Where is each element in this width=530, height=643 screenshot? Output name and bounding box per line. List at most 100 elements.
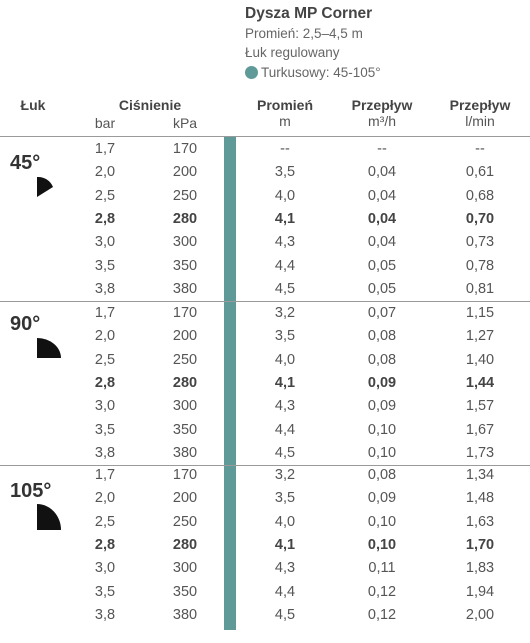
table-cell: 4,4 <box>274 583 296 600</box>
table-cell: 2,0 <box>94 490 116 507</box>
table-cell: 3,8 <box>94 606 116 623</box>
table-cell: 3,5 <box>94 421 116 438</box>
table-cell: 250 <box>172 513 198 530</box>
table-cell: 4,4 <box>274 421 296 438</box>
table-cell: 300 <box>172 234 198 251</box>
color-bar <box>224 137 236 630</box>
table-row: 2,0 200 3,5 0,08 1,27 <box>0 325 530 348</box>
table-cell: 2,00 <box>465 606 495 623</box>
table-cell: 300 <box>172 560 198 577</box>
table-cell: 0,12 <box>367 583 397 600</box>
table-cell: 2,5 <box>94 513 116 530</box>
table-cell: -- <box>377 141 387 157</box>
table-cell: 350 <box>172 583 198 600</box>
table-cell: 0,70 <box>465 210 495 227</box>
table-cell: 3,5 <box>94 583 116 600</box>
pressure-column-header: Ciśnienie <box>118 97 182 113</box>
arc-label: 45° <box>10 152 41 174</box>
table-cell: 0,08 <box>367 467 397 483</box>
table-cell: 1,67 <box>465 421 495 438</box>
table-cell: 0,09 <box>367 374 397 391</box>
table-row: 2,0 200 3,5 0,09 1,48 <box>0 487 530 510</box>
table-cell: 4,5 <box>274 444 296 461</box>
flow-lmin-column-header: Przepływ l/min <box>449 97 511 129</box>
table-cell: 2,8 <box>94 374 116 391</box>
arc-wedge-icon <box>36 337 62 364</box>
kpa-unit-header: kPa <box>172 115 198 131</box>
table-cell: 280 <box>172 536 198 553</box>
table-row: 2,5 250 4,0 0,08 1,40 <box>0 349 530 372</box>
table-cell: 3,5 <box>94 257 116 274</box>
table-cell: 0,81 <box>465 280 495 297</box>
table-cell: 380 <box>172 444 198 461</box>
table-cell: 0,10 <box>367 513 397 530</box>
table-cell: 2,0 <box>94 164 116 181</box>
table-cell: 350 <box>172 421 198 438</box>
table-cell: 4,0 <box>274 187 296 204</box>
nozzle-title: Dysza MP Corner <box>245 5 373 22</box>
table-row: 3,5 350 4,4 0,10 1,67 <box>0 419 530 442</box>
table-cell: 0,68 <box>465 187 495 204</box>
table-cell: 0,09 <box>367 398 397 415</box>
bar-unit-header: bar <box>94 115 116 131</box>
arc-adjustable: Łuk regulowany <box>245 45 340 60</box>
table-row: 3,0 300 4,3 0,04 0,73 <box>0 231 530 254</box>
table-cell: 2,8 <box>94 536 116 553</box>
table-cell: 1,48 <box>465 490 495 507</box>
table-cell: 380 <box>172 606 198 623</box>
table-row: 2,0 200 3,5 0,04 0,61 <box>0 161 530 184</box>
table-cell: 0,73 <box>465 234 495 251</box>
table-cell: 0,10 <box>367 536 397 553</box>
table-cell: 3,0 <box>94 398 116 415</box>
table-cell: 4,0 <box>274 351 296 368</box>
table-cell: 3,0 <box>94 234 116 251</box>
table-cell: 1,7 <box>94 467 116 483</box>
table-cell: 0,10 <box>367 421 397 438</box>
table-cell: 0,11 <box>368 560 396 577</box>
arc-wedge-icon <box>36 176 54 203</box>
table-cell: 1,15 <box>465 305 495 321</box>
table-cell: 1,27 <box>465 328 495 345</box>
table-row: 3,5 350 4,4 0,05 0,78 <box>0 255 530 278</box>
table-cell: 4,1 <box>274 374 296 391</box>
table-cell: 4,0 <box>274 513 296 530</box>
table-cell: 0,05 <box>367 280 397 297</box>
table-cell: 200 <box>172 328 198 345</box>
table-cell: 200 <box>172 490 198 507</box>
table-cell: 4,1 <box>274 536 296 553</box>
table-cell: 1,57 <box>465 398 495 415</box>
table-cell: 1,44 <box>465 374 495 391</box>
table-cell: 200 <box>172 164 198 181</box>
table-cell: 2,5 <box>94 187 116 204</box>
table-cell: 2,5 <box>94 351 116 368</box>
table-cell: 0,12 <box>367 606 397 623</box>
table-cell: 3,5 <box>274 490 296 507</box>
table-cell: 2,0 <box>94 328 116 345</box>
table-cell: 0,61 <box>465 164 495 181</box>
table-cell: 3,5 <box>274 328 296 345</box>
table-row: 2,8 280 4,1 0,04 0,70 <box>0 208 530 231</box>
table-cell: 0,09 <box>367 490 397 507</box>
table-cell: 4,3 <box>274 234 296 251</box>
table-cell: 3,5 <box>274 164 296 181</box>
table-cell: 1,94 <box>465 583 495 600</box>
table-cell: 4,4 <box>274 257 296 274</box>
table-cell: 3,8 <box>94 280 116 297</box>
table-cell: 1,63 <box>465 513 495 530</box>
table-cell: 300 <box>172 398 198 415</box>
table-cell: 1,7 <box>94 141 116 157</box>
table-row: 2,5 250 4,0 0,04 0,68 <box>0 185 530 208</box>
table-cell: 1,40 <box>465 351 495 368</box>
arc-column-header: Łuk <box>20 97 46 113</box>
table-cell: 3,2 <box>274 467 296 483</box>
table-row: 3,0 300 4,3 0,11 1,83 <box>0 557 530 580</box>
table-row: 1,7 170 3,2 0,08 1,34 <box>0 464 530 487</box>
table-cell: -- <box>280 141 290 157</box>
table-row: 2,8 280 4,1 0,09 1,44 <box>0 372 530 395</box>
table-row: 3,8 380 4,5 0,12 2,00 <box>0 604 530 627</box>
table-cell: 0,10 <box>367 444 397 461</box>
radius-range: Promień: 2,5–4,5 m <box>245 26 363 41</box>
color-legend: Turkusowy: 45-105° <box>245 65 381 80</box>
table-cell: 1,70 <box>465 536 495 553</box>
arc-wedge-icon <box>36 503 62 536</box>
